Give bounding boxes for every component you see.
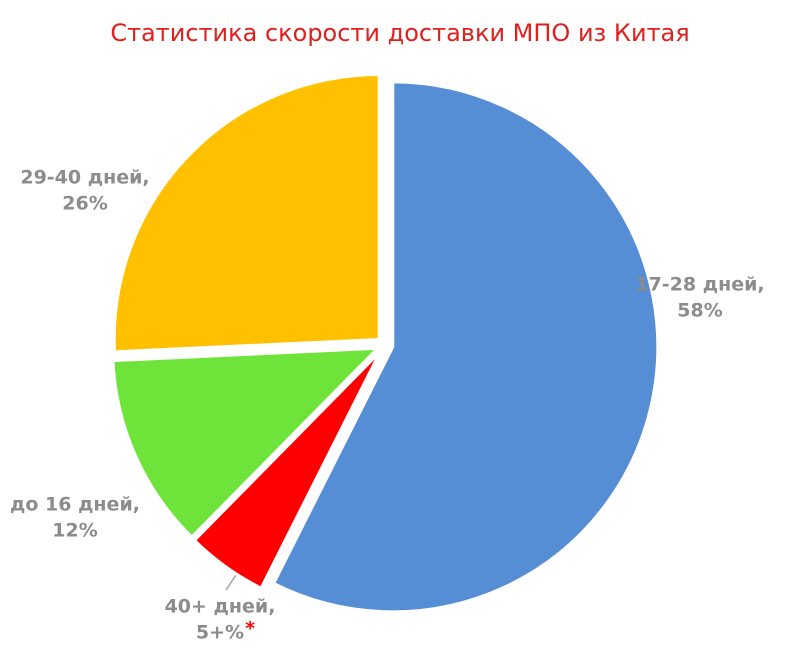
chart-title: Статистика скорости доставки МПО из Кита… bbox=[110, 19, 689, 47]
pie-slice bbox=[111, 346, 382, 540]
slice-category-label: до 16 дней, bbox=[10, 494, 140, 516]
slice-category-label: 40+ дней, bbox=[165, 596, 276, 618]
pie-slice bbox=[112, 72, 381, 354]
slice-category-label: 29-40 дней, bbox=[20, 167, 149, 189]
footnote-mark: * bbox=[245, 618, 255, 640]
slice-value-label: 5+% bbox=[196, 622, 244, 644]
slice-value-label: 26% bbox=[62, 193, 107, 215]
pie-slice bbox=[192, 350, 382, 591]
slice-value-label: 58% bbox=[677, 300, 722, 322]
slice-category-label: 17-28 дней, bbox=[635, 274, 764, 296]
slice-value-label: 12% bbox=[52, 520, 97, 542]
pie-slice bbox=[271, 80, 660, 614]
